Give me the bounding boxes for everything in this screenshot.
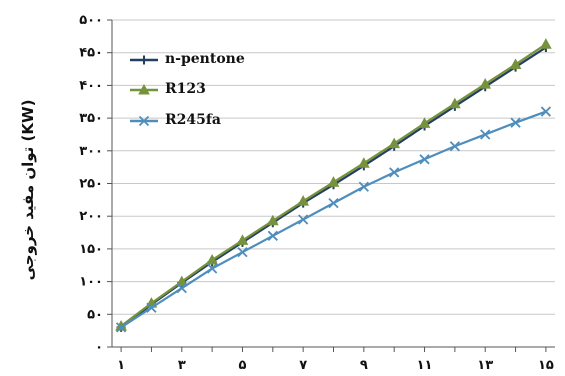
legend-marker-r123 [138, 83, 150, 95]
y-tick-label: ۲۵۰ [79, 177, 103, 192]
data-point-r245fa [328, 197, 339, 209]
data-point-r123 [509, 58, 522, 69]
data-point-r245fa [298, 214, 309, 225]
data-point-r123 [327, 176, 340, 187]
y-tick-label: ۲۰۰ [79, 209, 103, 224]
legend-item-r123: R123 [128, 80, 268, 100]
legend-marker-n-pentone [139, 55, 149, 65]
data-point-r123 [175, 275, 188, 287]
legend-marker-r245fa [138, 115, 150, 127]
x-tick-label: ۱۳ [477, 358, 493, 373]
data-point-r123 [236, 234, 249, 245]
data-point-r123 [357, 157, 370, 168]
legend-label-n-pentone: n-pentone [165, 51, 245, 67]
data-point-r245fa [510, 117, 521, 128]
y-tick-label: ۱۵۰ [79, 242, 103, 257]
legend-label-r123: R123 [165, 81, 206, 97]
data-point-r123 [449, 97, 461, 109]
data-point-r245fa [267, 230, 278, 241]
data-point-r245fa [146, 302, 157, 313]
y-tick-label: ۳۵۰ [79, 111, 103, 126]
legend-swatch-r245fa [130, 115, 158, 127]
data-point-r245fa [419, 154, 430, 165]
data-point-r245fa [176, 283, 187, 294]
data-point-r245fa [540, 106, 552, 117]
data-point-r123 [540, 38, 552, 49]
y-axis-title: توان مفید خروجی (KW) [8, 40, 48, 340]
data-point-r245fa [206, 263, 218, 274]
y-tick-label: ۵۰۰ [79, 13, 103, 28]
data-point-r123 [266, 214, 279, 226]
data-point-r245fa [115, 322, 127, 333]
y-tick-label: ۴۰۰ [79, 78, 103, 93]
data-point-r123 [206, 253, 218, 265]
data-point-r245fa [480, 129, 491, 140]
x-tick-label: ۵ [239, 358, 247, 373]
data-point-r245fa [449, 141, 461, 152]
y-tick-label: ۰ [95, 340, 103, 355]
y-tick-label: ۱۰۰ [79, 275, 103, 290]
y-tick-label: ۳۰۰ [79, 144, 103, 159]
legend-item-r245fa: R245fa [128, 111, 268, 131]
x-tick-label: ۳ [178, 358, 186, 373]
x-tick-label: ۹ [360, 358, 368, 373]
y-axis-title-text: توان مفید خروجی (KW) [19, 99, 37, 281]
legend-swatch-n-pentone [130, 55, 158, 65]
data-point-r245fa [389, 167, 400, 178]
legend-item-n-pentone: n-pentone [128, 50, 268, 70]
y-tick-label: ۴۵۰ [79, 46, 103, 61]
data-point-r123 [388, 137, 401, 149]
y-tick-label: ۵۰ [87, 307, 103, 322]
x-tick-label: ۷ [299, 358, 307, 373]
x-tick-label: ۱۵ [538, 358, 554, 373]
data-point-r245fa [358, 181, 369, 192]
x-tick-label: ۱ [117, 358, 125, 373]
series-line-r245fa [120, 110, 547, 329]
x-tick-label: ۱۱ [417, 358, 433, 373]
legend-swatch-r123 [130, 83, 158, 95]
data-point-r123 [479, 78, 492, 89]
legend-label-r245fa: R245fa [165, 112, 221, 128]
data-point-r245fa [237, 247, 248, 258]
data-point-r123 [297, 195, 310, 206]
data-point-r123 [418, 117, 431, 128]
